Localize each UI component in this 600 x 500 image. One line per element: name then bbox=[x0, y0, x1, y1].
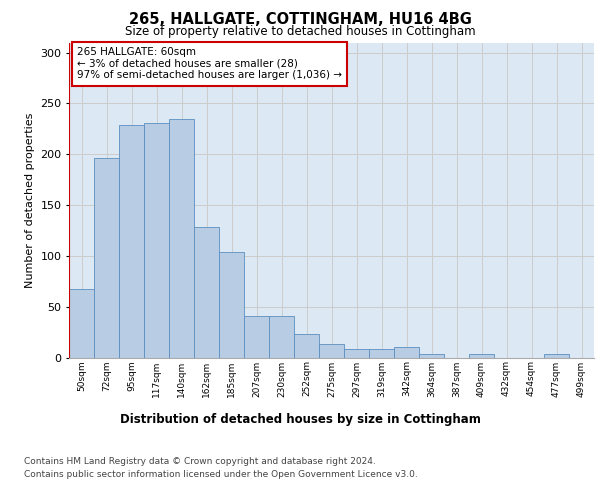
Bar bbox=[344, 350, 369, 358]
Text: Contains HM Land Registry data © Crown copyright and database right 2024.: Contains HM Land Registry data © Crown c… bbox=[24, 458, 376, 466]
Text: 265 HALLGATE: 60sqm
← 3% of detached houses are smaller (28)
97% of semi-detache: 265 HALLGATE: 60sqm ← 3% of detached hou… bbox=[77, 47, 342, 80]
Bar bbox=[244, 316, 269, 358]
Bar bbox=[94, 158, 119, 358]
Bar bbox=[419, 354, 444, 358]
Bar bbox=[394, 348, 419, 358]
Text: Contains public sector information licensed under the Open Government Licence v3: Contains public sector information licen… bbox=[24, 470, 418, 479]
Bar bbox=[469, 354, 494, 358]
Text: Distribution of detached houses by size in Cottingham: Distribution of detached houses by size … bbox=[119, 412, 481, 426]
Text: Size of property relative to detached houses in Cottingham: Size of property relative to detached ho… bbox=[125, 25, 475, 38]
Bar bbox=[319, 344, 344, 358]
Bar bbox=[69, 290, 94, 358]
Bar bbox=[194, 228, 219, 358]
Bar bbox=[294, 334, 319, 357]
Bar bbox=[269, 316, 294, 358]
Bar bbox=[369, 350, 394, 358]
Bar bbox=[169, 118, 194, 358]
Y-axis label: Number of detached properties: Number of detached properties bbox=[25, 112, 35, 288]
Bar bbox=[119, 125, 144, 358]
Bar bbox=[219, 252, 244, 358]
Bar bbox=[544, 354, 569, 358]
Bar bbox=[144, 123, 169, 358]
Text: 265, HALLGATE, COTTINGHAM, HU16 4BG: 265, HALLGATE, COTTINGHAM, HU16 4BG bbox=[128, 12, 472, 28]
